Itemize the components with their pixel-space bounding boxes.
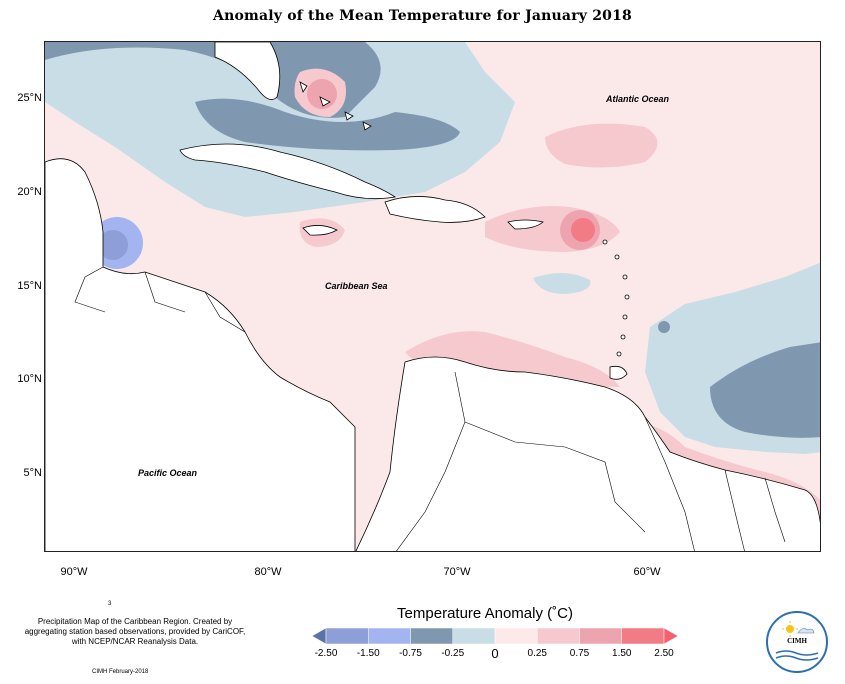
legend-swatch (621, 628, 665, 645)
longitude-label-80w: 80°W (254, 566, 282, 578)
legend-swatch (312, 628, 327, 645)
map-title: Anomaly of the Mean Temperature for Janu… (213, 8, 632, 24)
legend-tick-label: -0.75 (399, 648, 422, 659)
legend-swatch (537, 628, 580, 645)
land-trinidad (609, 365, 628, 380)
legend-tick-label: 1.50 (612, 648, 632, 659)
longitude-label-90w: 90°W (60, 566, 88, 578)
land-masses (45, 42, 820, 551)
page-mark: 3 (108, 601, 112, 607)
legend-tick-label: -0.25 (441, 648, 465, 659)
latitude-label-5n: 5°N (23, 467, 42, 479)
legend-swatch (579, 628, 622, 645)
legend-swatch (494, 628, 538, 645)
anomaly-zone-pink-venezuela-coast (405, 331, 620, 387)
anomaly-map (44, 41, 821, 552)
latitude-label-10n: 10°N (17, 373, 42, 385)
latitude-label-25n: 25°N (17, 92, 42, 104)
cimh-logo: CIMH (766, 611, 828, 673)
latitude-label-15n: 15°N (17, 280, 42, 292)
legend-tick-label: 0 (491, 646, 499, 661)
legend-title: Temperature Anomaly (˚C) (397, 605, 573, 622)
anomaly-zone-steel-blue-atlantic (710, 342, 820, 438)
legend-swatch (325, 628, 369, 645)
land-hispaniola (384, 196, 486, 223)
anomaly-zone-steel-blue-dot (658, 321, 670, 333)
legend-tick-label: 0.25 (527, 648, 547, 659)
ocean-label-pacific: Pacific Ocean (138, 468, 198, 478)
ocean-label-caribbean: Caribbean Sea (325, 281, 388, 291)
land-jamaica (302, 225, 338, 236)
logo-text: CIMH (787, 637, 807, 645)
land-puerto-rico (507, 219, 544, 230)
anomaly-zone-steel-blue-florida-strait (195, 98, 460, 151)
sun-icon (775, 621, 819, 661)
legend-tick-label: 2.50 (654, 648, 674, 659)
longitude-label-60w: 60°W (633, 566, 661, 578)
anomaly-map-canvas (45, 42, 820, 551)
legend-swatch (410, 628, 453, 645)
latitude-label-20n: 20°N (17, 186, 42, 198)
legend-swatch (663, 628, 679, 645)
country-borders (74, 266, 786, 551)
legend-swatch (452, 628, 496, 645)
land-cuba (179, 143, 397, 200)
land-florida (214, 42, 281, 100)
anomaly-zone-pink-east (545, 123, 658, 168)
legend-tick-label: 0.75 (569, 648, 590, 659)
legend-tick-label: -1.50 (356, 648, 380, 659)
footer-credit: CIMH February-2018 (92, 669, 149, 675)
footer-note: Precipitation Map of the Caribbean Regio… (24, 617, 246, 646)
legend-tick-label: -2.50 (314, 648, 338, 659)
anomaly-zone-light-blue-patch (533, 272, 591, 294)
legend-swatch (368, 628, 411, 645)
longitude-label-70w: 70°W (443, 566, 471, 578)
land-south-america (355, 356, 820, 551)
legend-color-bar (312, 628, 679, 645)
ocean-label-atlantic: Atlantic Ocean (606, 94, 670, 104)
